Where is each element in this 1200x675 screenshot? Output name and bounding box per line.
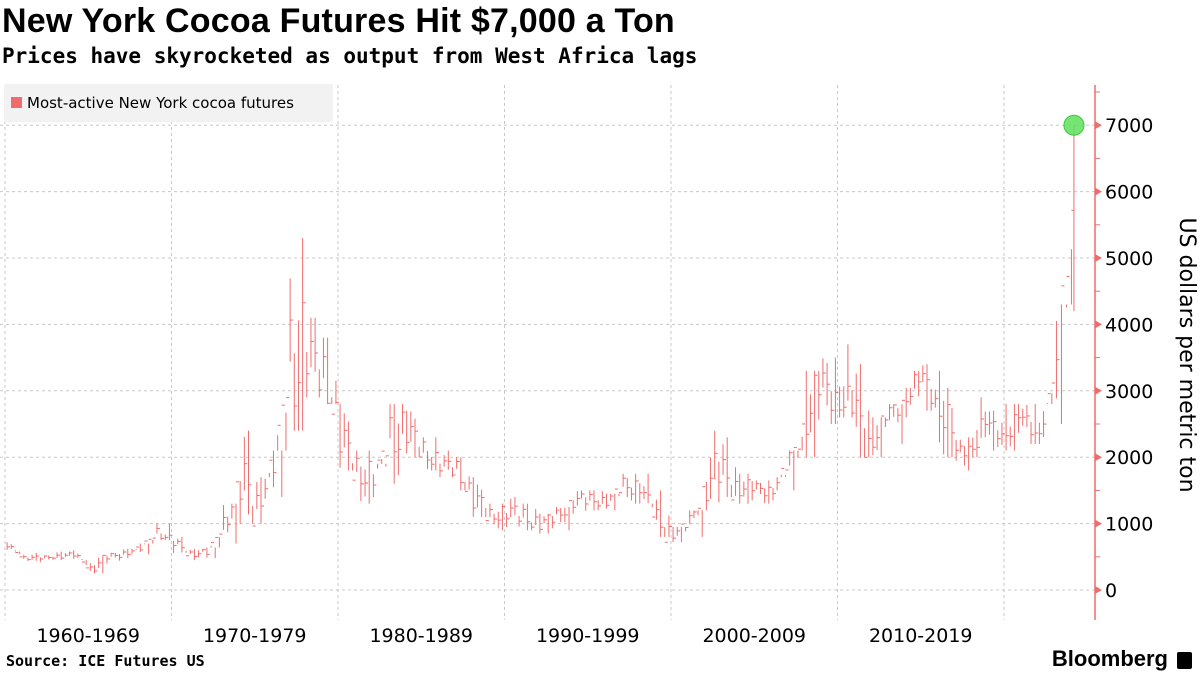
- legend-swatch: [11, 97, 22, 108]
- y-tick-marker: [1095, 453, 1102, 462]
- legend-label: Most-active New York cocoa futures: [27, 94, 294, 112]
- y-tick-marker: [1095, 586, 1102, 594]
- y-tick-label: 1000: [1105, 514, 1153, 536]
- y-tick-label: 6000: [1105, 182, 1153, 204]
- x-tick-label: 1990-1999: [536, 625, 640, 647]
- x-tick-label: 1970-1979: [203, 625, 307, 647]
- y-tick-marker: [1095, 121, 1102, 130]
- latest-price-marker: [1063, 114, 1085, 136]
- y-tick-marker: [1095, 386, 1102, 395]
- y-tick-marker: [1095, 320, 1102, 329]
- x-tick-label: 2010-2019: [869, 625, 973, 647]
- y-tick-marker: [1095, 519, 1102, 528]
- y-tick-label: 5000: [1105, 248, 1153, 270]
- y-tick-label: 3000: [1105, 381, 1153, 403]
- y-tick-marker: [1095, 187, 1102, 196]
- bloomberg-chart-icon: [1177, 652, 1192, 669]
- y-axis-label: US dollars per metric ton: [1174, 217, 1199, 492]
- series-most-active-cocoa: [6, 125, 1075, 574]
- source-note: Source: ICE Futures US: [6, 652, 205, 670]
- y-tick-marker: [1095, 254, 1102, 262]
- x-tick-label: 2000-2009: [702, 625, 806, 647]
- chart-title: New York Cocoa Futures Hit $7,000 a Ton: [2, 2, 675, 40]
- chart-subtitle: Prices have skyrocketed as output from W…: [2, 44, 698, 68]
- y-tick-label: 2000: [1105, 447, 1153, 469]
- y-tick-label: 7000: [1105, 115, 1153, 137]
- x-tick-label: 1980-1989: [369, 625, 473, 647]
- x-tick-label: 1960-1969: [36, 625, 140, 647]
- y-tick-label: 4000: [1105, 314, 1153, 336]
- legend: Most-active New York cocoa futures: [4, 84, 333, 122]
- brand-logo: Bloomberg: [1051, 646, 1168, 671]
- y-tick-label: 0: [1105, 580, 1117, 602]
- legend-background: [4, 84, 333, 122]
